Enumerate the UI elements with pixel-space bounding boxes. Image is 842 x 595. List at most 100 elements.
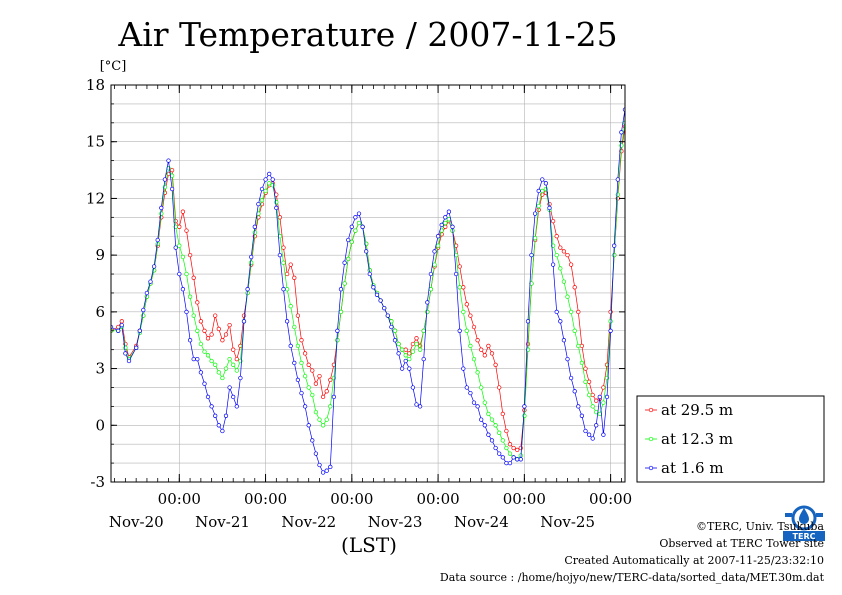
data-point [227,322,232,328]
data-point [630,106,634,110]
data-point [659,261,663,265]
data-point [457,328,462,333]
data-point [263,177,268,182]
data-point [338,287,344,292]
data-point [583,428,588,434]
data-point [497,451,502,456]
data-point [306,362,311,367]
data-point [615,177,620,182]
data-point [608,328,613,333]
data-point [281,287,286,292]
data-point [223,366,229,371]
data-point [464,302,469,307]
data-point [638,159,642,163]
data-point [187,338,193,343]
data-point [270,177,275,182]
data-point [277,234,283,239]
data-point [576,343,581,349]
data-point [536,188,541,194]
data-point [554,252,559,258]
y-axis-unit: [°C] [100,59,127,74]
data-point [515,457,520,462]
legend: at 29.5 m at 12.3 m at 1.6 m [636,395,825,483]
data-point [565,356,570,362]
data-point [619,130,624,135]
data-point [641,166,645,170]
data-point [590,392,595,398]
data-point [392,338,398,343]
data-point [586,392,592,398]
data-point [435,243,441,248]
data-point [202,381,207,386]
data-point [374,292,380,297]
data-point [378,298,383,303]
legend-marker [648,436,654,442]
data-point [274,205,279,211]
data-point [234,404,239,409]
data-point [213,313,218,318]
data-point [432,249,437,254]
data-point [576,309,581,315]
data-point [489,351,495,356]
data-point [656,253,660,257]
data-point [213,362,218,367]
data-point [421,328,426,333]
data-point [630,95,634,99]
data-point [292,360,297,366]
data-point [568,375,574,381]
y-tick-label: 9 [95,246,105,264]
data-point [407,356,412,362]
data-point [576,404,581,409]
footer-observed: Observed at TERC Tower site [659,537,824,550]
data-point [238,375,243,381]
data-point [187,294,193,299]
data-point [583,366,588,371]
data-point [504,445,509,451]
data-point [493,423,498,428]
data-point [346,256,351,262]
y-axis-ticks: 18 15 12 9 6 3 0 -3 [86,76,625,491]
data-point [216,370,221,375]
data-point [187,252,193,258]
data-point [155,237,160,243]
data-point [123,345,128,350]
data-point [169,186,175,192]
data-point [648,178,652,182]
data-point [558,319,563,324]
series-0 [111,124,652,453]
data-point [342,281,347,286]
x-tick-time: 00:00 [330,490,373,508]
data-point [396,351,401,356]
data-point [652,282,656,286]
data-point [507,442,513,447]
data-point [568,262,574,267]
data-point [227,385,232,390]
data-point [270,183,275,188]
data-point [342,260,347,265]
data-point [281,260,286,265]
data-point [489,438,495,443]
data-point [468,390,473,396]
data-point [615,192,620,197]
data-point [407,351,412,356]
data-point [288,304,293,309]
data-point [299,338,304,343]
data-point [540,177,545,182]
legend-box [636,395,825,483]
data-point [500,411,505,417]
data-point [317,417,322,422]
data-point [256,201,261,207]
data-point [486,432,491,437]
y-tick-label: 3 [95,360,105,378]
data-point [453,271,459,277]
data-point [407,366,412,371]
data-point [432,262,437,267]
data-point [532,235,538,241]
data-point [594,398,599,403]
data-point [425,309,430,315]
data-point [302,404,308,409]
legend-label: at 29.5 m [661,401,733,419]
data-point [284,287,290,292]
data-point [547,205,552,211]
